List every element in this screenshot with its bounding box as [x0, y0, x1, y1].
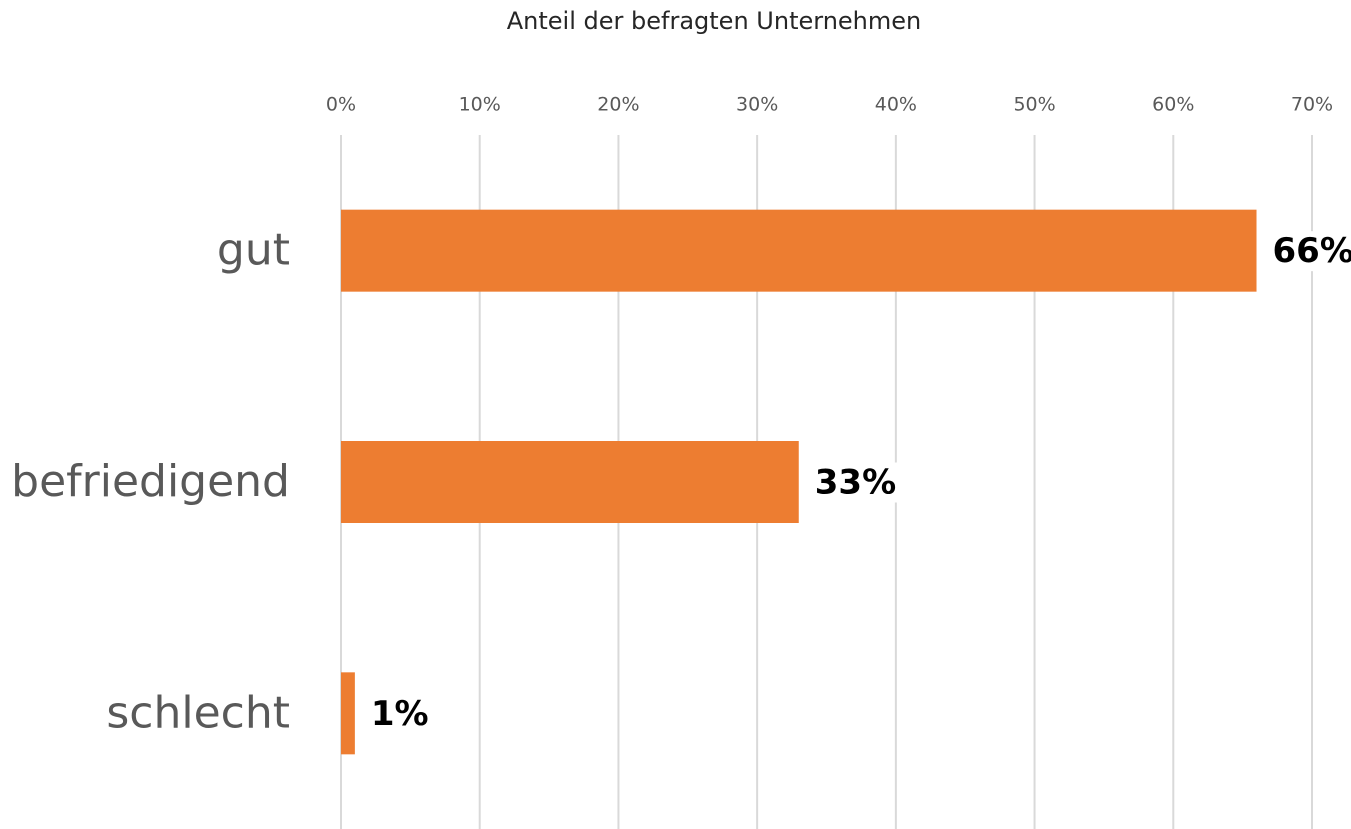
- y-tick-label: schlecht: [106, 687, 290, 738]
- bar: [341, 209, 1257, 292]
- y-tick-label: gut: [217, 225, 290, 276]
- axis-title: Anteil der befragten Unternehmen: [507, 7, 921, 35]
- value-label: 1%: [371, 694, 429, 734]
- x-tick-label: 60%: [1152, 94, 1194, 116]
- bar: [341, 672, 355, 755]
- value-label: 66%: [1273, 231, 1351, 271]
- x-tick-label: 70%: [1291, 94, 1333, 116]
- value-label-background: [1268, 231, 1351, 272]
- y-tick-label: befriedigend: [11, 456, 290, 507]
- value-label: 33%: [815, 463, 896, 503]
- bar: [341, 441, 799, 523]
- x-tick-label: 40%: [875, 94, 917, 116]
- value-label-background: [366, 693, 433, 734]
- x-tick-label: 30%: [736, 94, 778, 116]
- x-tick-label: 50%: [1013, 94, 1055, 116]
- x-tick-label: 10%: [459, 94, 501, 116]
- x-tick-label: 20%: [597, 94, 639, 116]
- x-tick-label: 0%: [326, 94, 356, 116]
- value-label-background: [810, 462, 901, 503]
